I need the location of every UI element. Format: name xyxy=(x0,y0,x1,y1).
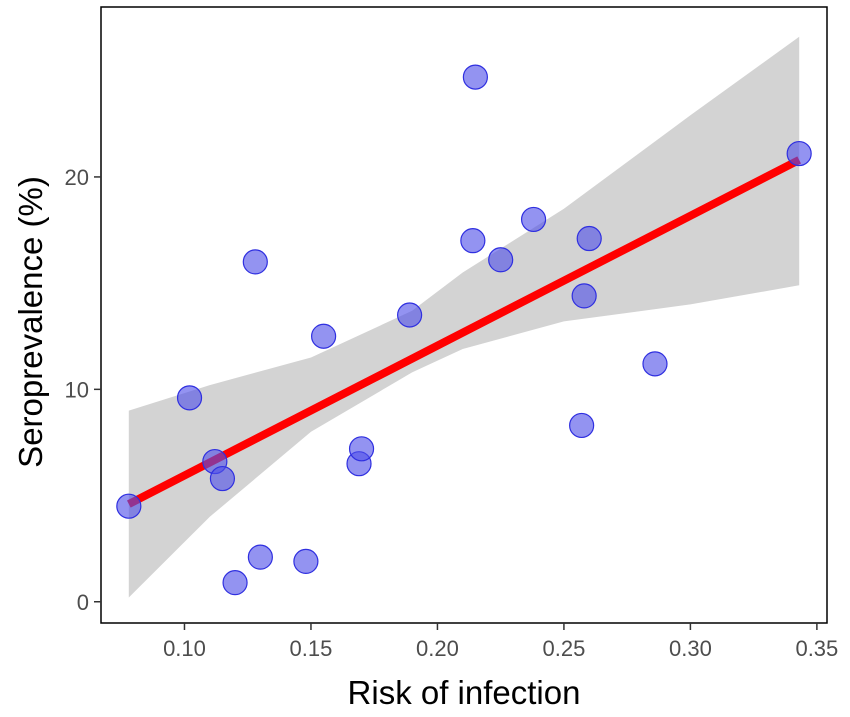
y-tick-label: 10 xyxy=(65,377,89,402)
data-point xyxy=(569,412,595,439)
data-point xyxy=(462,64,488,90)
data-point xyxy=(576,225,602,252)
x-tick-label: 0.20 xyxy=(416,636,459,661)
data-point xyxy=(488,247,514,273)
data-point xyxy=(571,283,597,309)
x-tick-label: 0.25 xyxy=(543,636,586,661)
y-axis: 0 10 20 xyxy=(65,165,101,615)
data-point xyxy=(176,385,203,411)
data-point xyxy=(397,302,423,328)
x-tick-label: 0.15 xyxy=(290,636,333,661)
data-point xyxy=(116,493,142,519)
fit-line-layer xyxy=(126,156,802,508)
x-tick-label: 0.10 xyxy=(163,636,206,661)
x-axis-title: Risk of infection xyxy=(348,674,581,711)
data-point xyxy=(520,206,547,233)
data-point xyxy=(222,570,248,596)
confidence-band-layer xyxy=(128,36,800,598)
y-axis-title: Seroprevalence (%) xyxy=(12,176,49,468)
data-point xyxy=(786,140,812,167)
panel-border xyxy=(100,6,828,624)
data-point xyxy=(460,228,486,254)
data-point xyxy=(311,323,337,349)
y-tick-label: 0 xyxy=(77,590,89,615)
fit-line xyxy=(126,156,802,508)
data-point xyxy=(348,436,375,462)
x-tick-label: 0.30 xyxy=(669,636,712,661)
data-point xyxy=(242,249,268,275)
points-layer xyxy=(116,64,812,596)
y-tick-label: 20 xyxy=(65,165,89,190)
data-point xyxy=(642,351,668,377)
data-point xyxy=(247,544,273,570)
data-point xyxy=(209,465,236,492)
confidence-band xyxy=(128,36,800,598)
data-point xyxy=(293,548,319,575)
x-axis: 0.10 0.15 0.20 0.25 0.30 0.35 xyxy=(163,623,838,661)
x-tick-label: 0.35 xyxy=(795,636,838,661)
